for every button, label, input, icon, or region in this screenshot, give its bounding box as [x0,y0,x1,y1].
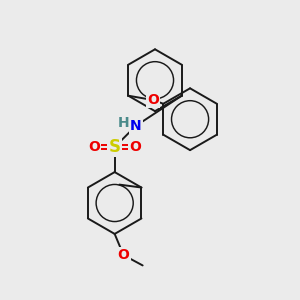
Text: N: N [130,119,142,133]
Text: H: H [118,116,129,130]
Text: O: O [147,93,159,107]
Text: S: S [109,138,121,156]
Text: O: O [88,140,100,154]
Text: O: O [129,140,141,154]
Text: O: O [118,248,129,262]
